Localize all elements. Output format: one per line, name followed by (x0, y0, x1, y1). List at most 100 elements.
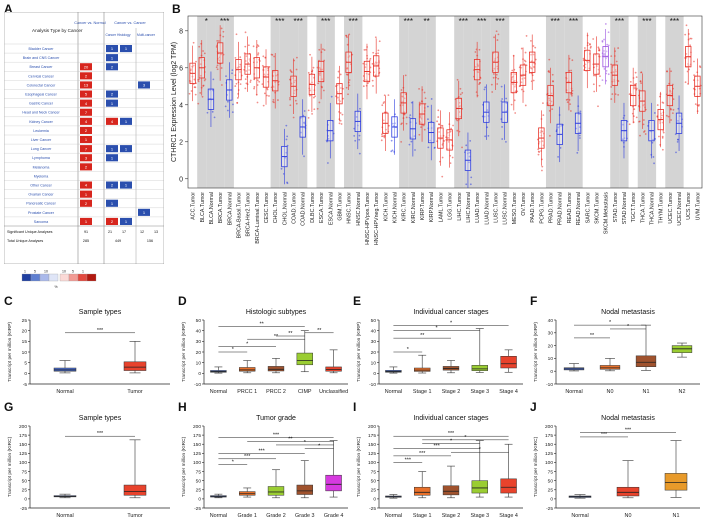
significance-stars: *** (477, 17, 486, 26)
data-point (321, 86, 324, 89)
data-point (599, 75, 601, 78)
x-tick-label: PRAD.Normal (558, 192, 564, 225)
data-point (660, 116, 663, 119)
x-tick-label: COAD.Normal (301, 192, 307, 226)
panel-letter-d: D (178, 294, 187, 308)
x-tick-label: BRCA.Tumor (218, 192, 224, 224)
cancer-name: Other Cancer (30, 184, 52, 188)
data-point (514, 112, 517, 114)
data-point (593, 90, 596, 93)
heat-cell (106, 54, 118, 62)
data-point (628, 123, 631, 126)
x-tick-label: Normal (56, 513, 73, 519)
data-point (405, 122, 408, 125)
x-tick-label: CHOL.Tumor (273, 192, 279, 224)
data-point (500, 100, 503, 103)
data-point (199, 57, 201, 60)
data-point (670, 119, 672, 121)
y-tick-label: 30 (548, 331, 554, 337)
data-point (610, 86, 613, 88)
data-point (418, 101, 421, 104)
heat-cell (80, 108, 92, 116)
data-point (505, 102, 508, 104)
data-point (514, 73, 517, 76)
data-point (617, 93, 620, 96)
data-point (452, 124, 454, 127)
legend-swatch (30, 273, 41, 282)
data-point (220, 84, 223, 86)
data-point (374, 63, 376, 65)
y-tick-label: 50 (371, 318, 377, 324)
data-point (345, 86, 348, 89)
data-point (643, 131, 645, 133)
heat-cell (80, 163, 92, 171)
data-point (635, 116, 638, 119)
data-point (238, 65, 241, 68)
data-point (513, 99, 516, 102)
data-point (534, 46, 537, 49)
significance-label: *** (625, 428, 632, 434)
data-point (537, 150, 540, 153)
data-point (216, 68, 219, 71)
box (500, 478, 517, 494)
box (325, 366, 342, 372)
heat-cell-value: 7 (85, 146, 88, 151)
heat-cell-value: 1 (125, 183, 128, 188)
data-point (245, 55, 248, 58)
data-point (325, 139, 328, 142)
data-point (239, 83, 242, 86)
x-tick-label: CHOL.Normal (282, 192, 288, 225)
heat-cell-value: 5 (85, 92, 88, 97)
legend-high-label: 1 (82, 270, 84, 274)
cancer-name: Lung Cancer (31, 147, 52, 151)
significance-label: * (232, 459, 235, 465)
cancer-name: Melanoma (33, 165, 50, 169)
significance-stars: * (205, 17, 208, 26)
y-tick-label: 50 (371, 478, 377, 484)
y-tick-label: -10 (194, 382, 201, 388)
significance-stars: *** (275, 17, 284, 26)
data-point (617, 47, 620, 49)
data-point (318, 101, 321, 104)
data-point (495, 30, 498, 33)
data-point (313, 96, 315, 99)
data-point (557, 126, 560, 129)
sig-unique-value: 17 (122, 230, 126, 234)
heat-cell-value: 1 (85, 137, 88, 142)
data-point (511, 69, 514, 72)
data-point (437, 109, 440, 112)
data-point (512, 75, 514, 78)
y-tick-label: 150 (19, 442, 27, 448)
x-tick-label: LUAD.Normal (484, 192, 490, 225)
data-point (524, 51, 527, 54)
y-tick-label: 150 (193, 442, 201, 448)
data-point (330, 95, 333, 98)
boxplot-g: Sample types -25 0 25 50 75 100 125 150 175 200 Tra… (7, 415, 170, 519)
data-point (197, 102, 200, 105)
data-point (249, 81, 252, 83)
data-point (603, 50, 605, 52)
data-point (669, 90, 672, 93)
x-tick-label: PRCC 2 (266, 389, 286, 395)
data-point (292, 116, 295, 119)
data-point (592, 74, 595, 77)
data-point (284, 156, 287, 159)
data-point (665, 114, 668, 117)
data-point (212, 78, 215, 81)
y-axis-label: Transcript per million (KIRC) (7, 436, 13, 497)
data-point (385, 128, 388, 131)
data-point (378, 40, 381, 43)
data-point (487, 135, 490, 137)
heat-cell-value: 7 (85, 110, 88, 115)
data-point (345, 34, 347, 37)
data-point (277, 99, 279, 101)
heat-cell-value: 4 (111, 119, 114, 124)
data-point (348, 55, 351, 57)
data-point (658, 135, 660, 138)
data-point (456, 129, 459, 132)
significance-shading (555, 16, 565, 188)
data-point (215, 66, 218, 69)
data-point (447, 136, 450, 139)
data-point (371, 79, 374, 82)
data-point (263, 73, 266, 76)
